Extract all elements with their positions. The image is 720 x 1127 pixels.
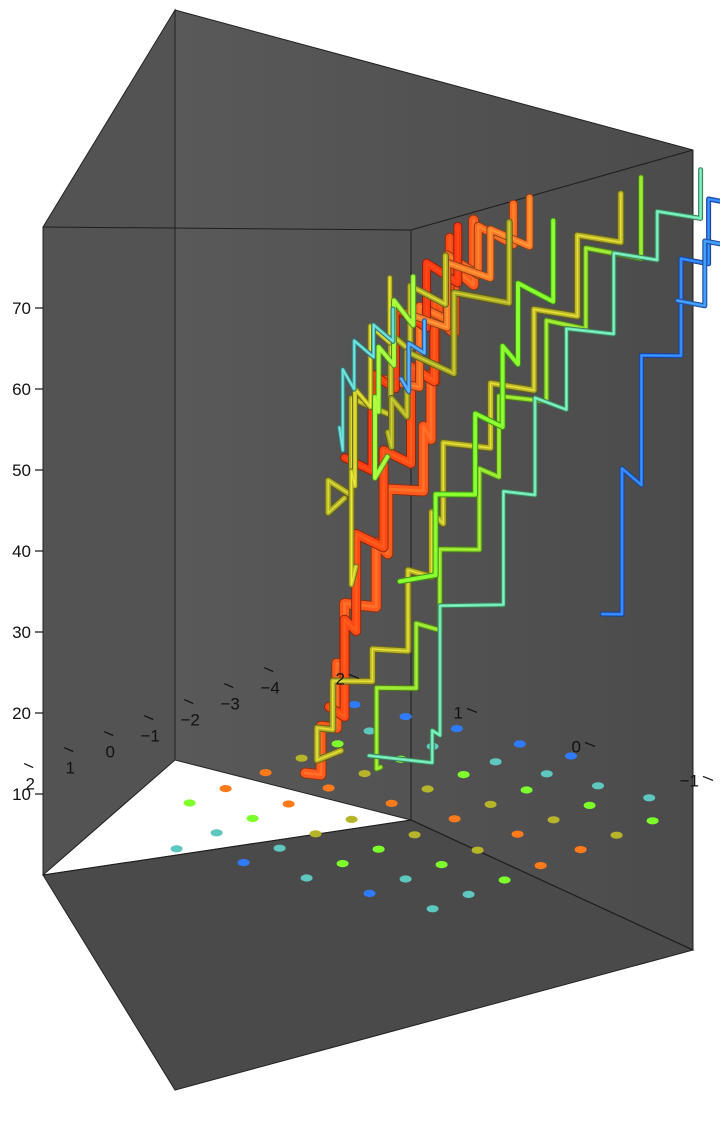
floor-point-32 (345, 815, 358, 824)
series-15-highlight (676, 240, 720, 307)
floor-point-14 (457, 771, 470, 779)
x-tick-label-3: −1 (141, 727, 160, 746)
series-14-highlight (601, 198, 720, 615)
series-9-highlight (376, 176, 642, 770)
floor-edge-left (42, 819, 412, 876)
x-tick-5 (63, 747, 74, 753)
x-tick-3 (143, 715, 154, 721)
floor-point-45 (210, 829, 223, 837)
z-tick-label-4: 50 (12, 461, 31, 480)
floor-point-46 (426, 905, 439, 913)
series-13-highlight (338, 308, 394, 451)
z-tick-label-5: 60 (12, 380, 31, 399)
floor-point-50 (170, 845, 183, 853)
x-tick-6 (23, 763, 34, 769)
floor-point-47 (363, 889, 376, 898)
floor-point-33 (282, 800, 295, 808)
floor-point-19 (484, 800, 497, 809)
floor-point-4 (348, 701, 361, 709)
y-tick-label-0: −1 (680, 771, 699, 790)
floor-point-38 (309, 830, 322, 838)
floor-point-17 (610, 831, 623, 839)
z-tick-label-1: 20 (12, 704, 31, 723)
floor-point-2 (450, 725, 463, 733)
x-tick-label-1: −3 (221, 695, 240, 714)
y-tick-1 (584, 741, 596, 747)
y-tick-label-2: 1 (454, 703, 463, 722)
floor-points (170, 701, 659, 913)
floor-point-16 (331, 740, 344, 748)
floor-point-22 (295, 754, 308, 762)
floor-point-36 (435, 861, 448, 869)
floor-point-8 (489, 758, 502, 766)
x-tick-label-0: −4 (261, 679, 280, 698)
floor-point-41 (462, 890, 475, 899)
floor-point-6 (592, 782, 604, 790)
floor-point-49 (237, 859, 250, 867)
floor-point-42 (399, 875, 412, 883)
floor-point-48 (300, 874, 313, 882)
x-tick-4 (103, 731, 114, 737)
y-tick-label-1: 0 (572, 737, 581, 756)
floor-point-11 (646, 817, 659, 825)
floor-point-35 (498, 876, 511, 884)
y-tick-2 (466, 707, 478, 713)
series-12-highlight (368, 169, 702, 764)
series-5-highlight (316, 192, 622, 761)
x-tick-1 (223, 683, 234, 689)
floor-point-13 (520, 786, 533, 794)
floor-point-27 (322, 784, 335, 792)
floor-point-3 (399, 713, 412, 721)
floor-edge-right (410, 819, 694, 951)
floor-point-34 (219, 785, 232, 793)
floor-point-25 (448, 815, 461, 823)
y-tick-0 (702, 775, 714, 781)
x-tick-0 (263, 667, 274, 673)
x-tick-label-2: −2 (181, 711, 200, 730)
floor-point-12 (583, 801, 596, 810)
top-edge-left (42, 226, 412, 231)
floor-point-24 (511, 830, 524, 838)
y-tick-label-3: 2 (336, 669, 345, 688)
floor-point-39 (246, 814, 259, 823)
z-tick-label-6: 70 (12, 299, 31, 318)
floor-point-26 (385, 799, 398, 808)
floor-point-23 (574, 846, 587, 854)
floor-point-7 (540, 770, 553, 778)
z-tick-label-0: 10 (12, 785, 31, 804)
floor-point-21 (358, 770, 371, 778)
y-tick-3 (348, 673, 360, 679)
floor-point-28 (259, 769, 272, 777)
z-tick-label-3: 40 (12, 542, 31, 561)
back-right-wall (174, 9, 694, 951)
x-tick-2 (183, 699, 194, 705)
floor-point-30 (471, 846, 484, 854)
floor-point-20 (421, 785, 434, 793)
floor-point-1 (513, 740, 526, 748)
floor-point-40 (183, 799, 196, 807)
series-lines (299, 167, 720, 781)
x-tick-label-5: 1 (65, 759, 74, 778)
series-10-highlight (399, 220, 554, 582)
x-tick-label-4: 0 (105, 743, 114, 762)
series-11-highlight (374, 276, 414, 479)
x-tick-label-6: 2 (25, 775, 34, 794)
floor-point-44 (273, 844, 286, 852)
floor-point-37 (372, 845, 385, 853)
floor-point-10 (363, 727, 376, 735)
floor-point-29 (534, 862, 547, 870)
floor-point-31 (408, 831, 421, 839)
floor-point-0 (565, 752, 577, 760)
floor-point-43 (336, 860, 349, 868)
top-edge-right (410, 149, 694, 231)
floor-point-5 (643, 794, 656, 802)
series-4-highlight (403, 196, 531, 329)
series-16-highlight (400, 320, 425, 393)
z-tick-label-2: 30 (12, 623, 31, 642)
floor-point-18 (547, 816, 560, 824)
